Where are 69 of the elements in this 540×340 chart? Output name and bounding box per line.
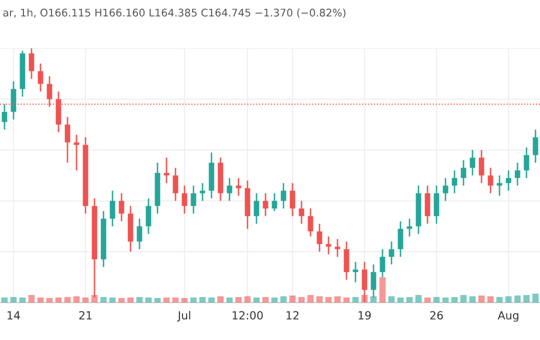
bar	[172, 298, 179, 303]
bar	[154, 298, 161, 303]
chart-title: ar, 1h, O166.115 H166.160 L164.385 C164.745 −1.370 (−0.82%)	[3, 8, 346, 18]
bar	[235, 296, 242, 303]
bar	[532, 294, 539, 303]
bar	[316, 296, 323, 303]
bar	[91, 294, 98, 303]
bar	[1, 298, 8, 303]
bar	[406, 296, 413, 303]
bar	[208, 298, 215, 303]
x-tick-label: 12:00	[232, 311, 263, 320]
bar	[280, 296, 287, 303]
x-tick-label: 14	[8, 311, 20, 320]
bar	[343, 298, 350, 303]
bar	[244, 296, 251, 303]
x-tick-label: 12	[286, 311, 298, 320]
bar	[271, 298, 278, 303]
bar	[415, 294, 422, 303]
bar	[496, 296, 503, 303]
bar	[190, 298, 197, 303]
bar	[505, 296, 512, 303]
bar	[460, 294, 467, 303]
bar	[451, 296, 458, 303]
bar	[145, 298, 152, 303]
bar	[514, 295, 521, 303]
bar	[19, 298, 26, 303]
bar	[127, 298, 134, 303]
bar	[424, 298, 431, 303]
bar	[442, 298, 449, 303]
bar	[361, 294, 368, 303]
bar	[298, 296, 305, 303]
bar	[523, 294, 530, 303]
bar	[352, 296, 359, 303]
bar	[307, 294, 314, 303]
bar	[82, 298, 89, 303]
bar	[478, 295, 485, 303]
x-tick-label: 19	[358, 311, 371, 320]
bar	[253, 298, 260, 303]
bar	[46, 298, 53, 303]
bar	[325, 296, 332, 303]
bar	[73, 296, 80, 303]
bar	[163, 298, 170, 303]
bar	[469, 296, 476, 303]
x-tick-label: 21	[79, 311, 92, 320]
bar	[181, 298, 188, 303]
bar	[289, 295, 296, 303]
bar	[118, 298, 125, 303]
x-tick-label: Jul	[177, 310, 190, 322]
bar	[226, 298, 233, 303]
bar	[334, 296, 341, 303]
bar	[397, 298, 404, 303]
bar	[109, 298, 116, 303]
bar	[55, 298, 62, 303]
x-tick-label: Aug	[498, 311, 518, 322]
bar	[370, 296, 377, 303]
bar	[217, 296, 224, 303]
bar	[199, 296, 206, 303]
x-tick-label: 26	[430, 311, 443, 320]
bar	[136, 296, 143, 303]
bar	[28, 294, 35, 303]
bar	[487, 296, 494, 303]
bar	[100, 296, 107, 303]
bar	[10, 296, 17, 303]
bar	[64, 296, 71, 303]
bar	[433, 296, 440, 303]
bar	[379, 277, 386, 303]
bar	[37, 298, 44, 303]
bar	[388, 296, 395, 303]
bar	[262, 296, 269, 303]
